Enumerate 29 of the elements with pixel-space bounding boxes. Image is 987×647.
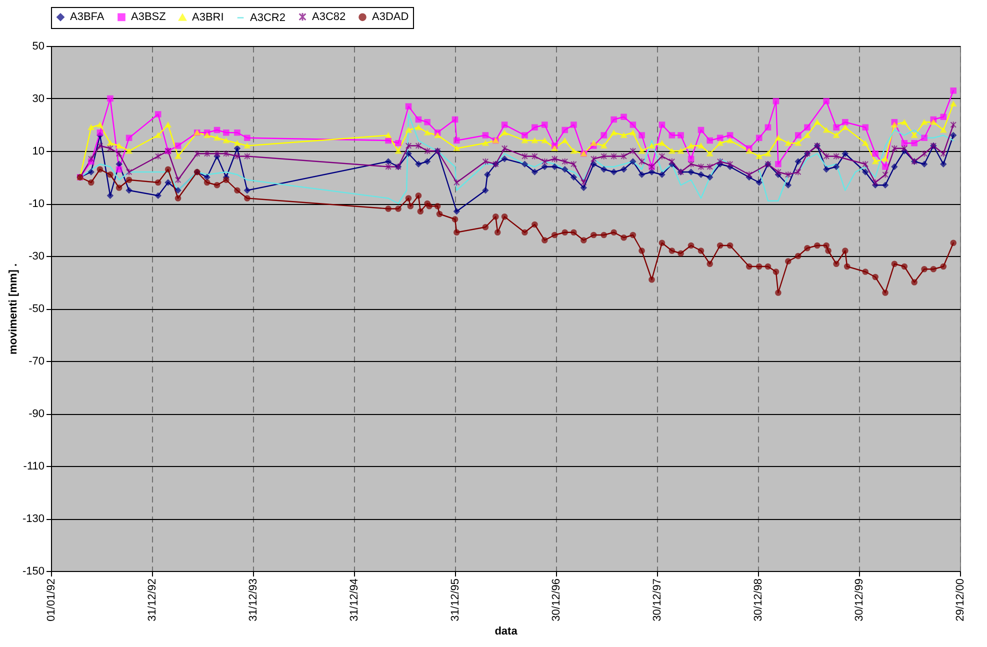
- legend-label: A3CR2: [250, 12, 286, 24]
- x-tick-label: 31/12/93: [248, 578, 260, 622]
- x-tick-label: 30/12/96: [550, 578, 562, 622]
- y-tick-label: -130: [22, 513, 44, 525]
- y-tick-label: -10: [28, 198, 44, 210]
- y-tick-label: -70: [28, 356, 44, 368]
- legend-label: A3DAD: [372, 11, 409, 24]
- x-tick-label: 29/12/00: [954, 578, 966, 622]
- y-tick-label: -110: [23, 460, 44, 472]
- y-tick-label: 50: [32, 40, 44, 52]
- legend-label: A3BSZ: [131, 11, 166, 24]
- y-tick-label: -90: [28, 408, 44, 420]
- x-tick-label: 31/12/92: [146, 578, 158, 622]
- y-tick-label: -50: [28, 303, 44, 315]
- legend-label: A3BRI: [192, 11, 224, 24]
- x-tick-label: 30/12/97: [652, 578, 664, 622]
- legend-label: A3BFA: [70, 11, 105, 24]
- y-tick-label: 10: [32, 146, 44, 158]
- y-tick-label: 30: [32, 93, 44, 105]
- x-tick-label: 31/12/94: [348, 578, 360, 622]
- legend-label: A3C82: [312, 10, 346, 23]
- x-tick-label: 31/12/95: [450, 578, 462, 622]
- y-axis-title: movimenti [mm] .: [7, 263, 20, 355]
- y-tick-label: -30: [28, 250, 44, 262]
- x-tick-label: 01/01/92: [46, 578, 58, 622]
- x-axis-title: data: [494, 625, 518, 638]
- x-tick-label: 30/12/98: [752, 578, 764, 622]
- y-tick-label: -150: [22, 566, 44, 578]
- x-tick-label: 30/12/99: [854, 578, 866, 622]
